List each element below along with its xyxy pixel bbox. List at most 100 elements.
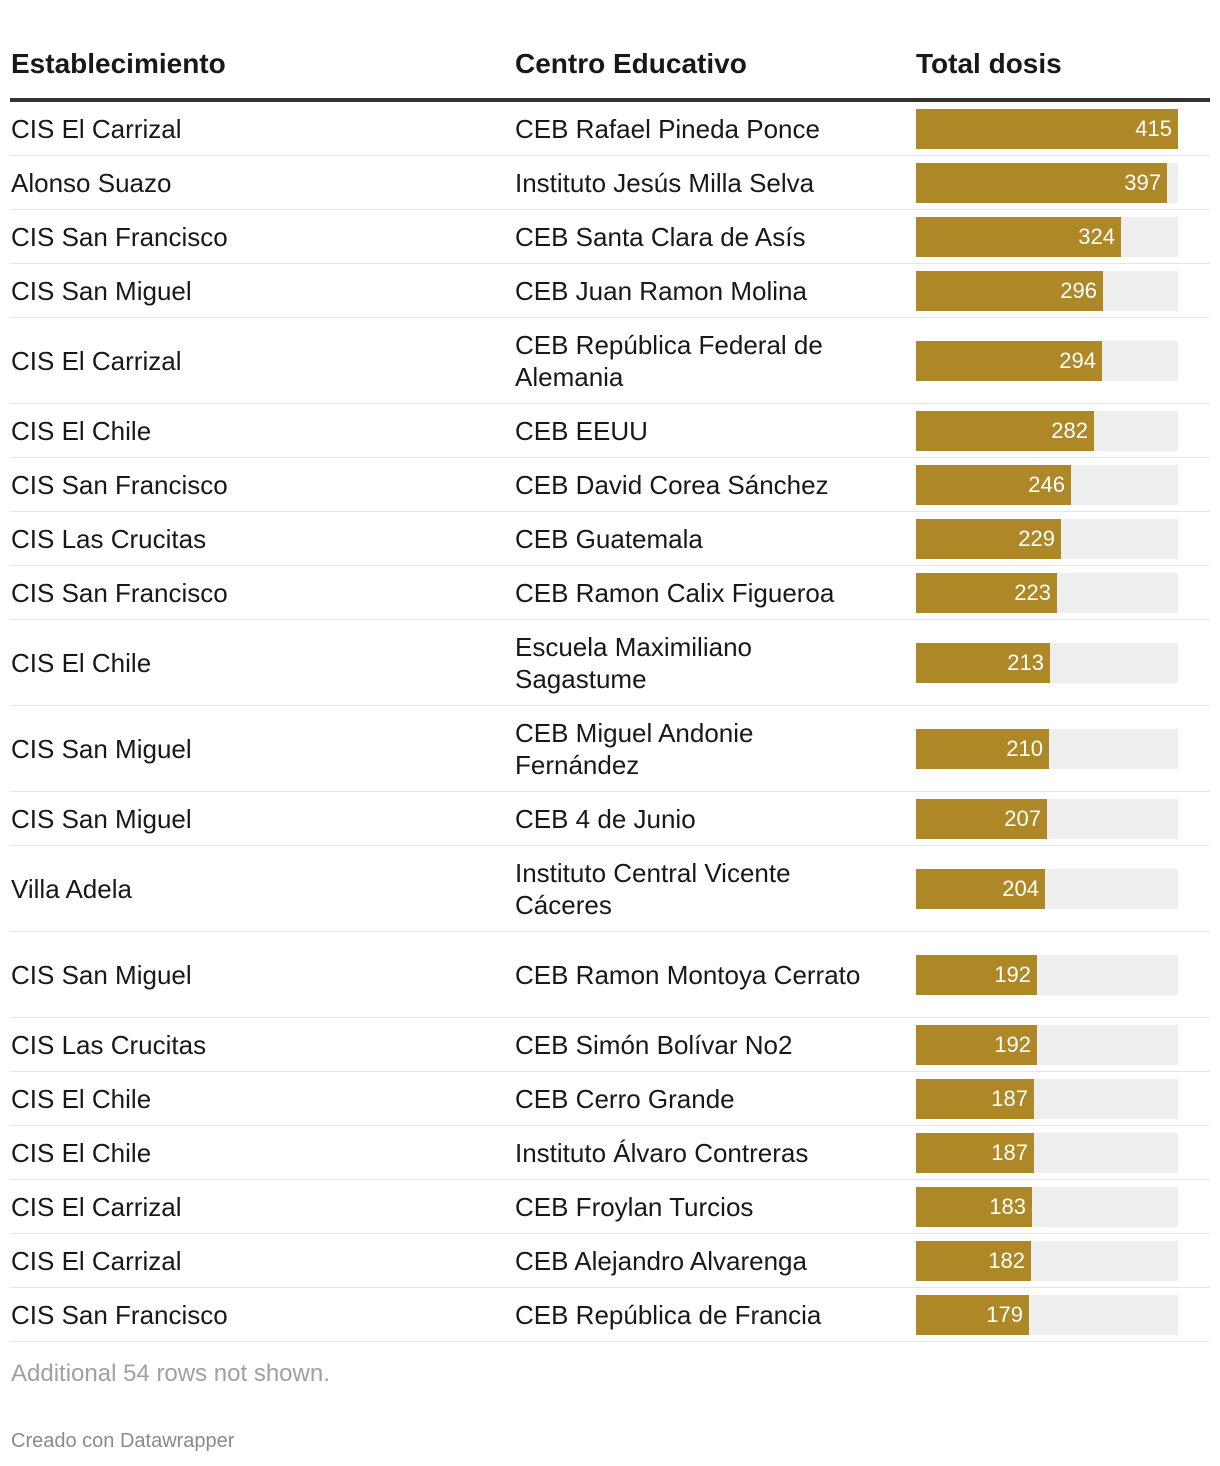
bar-fill: 192 (916, 954, 1037, 995)
bar-fill: 294 (916, 340, 1102, 381)
cell-centro: Instituto Central Vicente Cáceres (515, 857, 791, 920)
bar-fill: 415 (916, 108, 1178, 149)
cell-establecimiento: CIS El Chile (11, 415, 152, 446)
bar-fill: 213 (916, 642, 1050, 683)
table-row: CIS San Miguel CEB Ramon Montoya Cerrato 1… (10, 932, 1210, 1018)
cell-establecimiento: Villa Adela (11, 873, 132, 904)
bar-fill: 204 (916, 868, 1045, 909)
table-row: CIS San Miguel CEB Juan Ramon Molina 296 (10, 264, 1210, 318)
cell-centro: Instituto Álvaro Contreras (515, 1137, 809, 1168)
cell-centro: CEB Santa Clara de Asís (515, 221, 806, 252)
cell-establecimiento: CIS El Carrizal (11, 113, 182, 144)
bar-track: 182 (916, 1240, 1178, 1281)
cell-dosis: 213 (916, 620, 1178, 705)
bar-value-label: 207 (1004, 805, 1041, 831)
cell-dosis: 229 (916, 512, 1178, 565)
bar-fill: 229 (916, 518, 1061, 559)
table-row: CIS Las Crucitas CEB Simón Bolívar No2 192 (10, 1018, 1210, 1072)
table-body: CIS El Carrizal CEB Rafael Pineda Ponce 41… (10, 102, 1210, 1342)
bar-fill: 296 (916, 270, 1103, 311)
bar-value-label: 246 (1028, 471, 1065, 497)
cell-establecimiento: CIS Las Crucitas (11, 1029, 207, 1060)
bar-track: 397 (916, 162, 1178, 203)
table-row: Villa Adela Instituto Central Vicente Các… (10, 846, 1210, 932)
table-row: CIS El Chile CEB EEUU 282 (10, 404, 1210, 458)
rows-not-shown-note: Additional 54 rows not shown. (11, 1360, 330, 1387)
bar-value-label: 415 (1135, 115, 1172, 141)
bar-value-label: 229 (1018, 525, 1055, 551)
cell-dosis: 187 (916, 1126, 1178, 1179)
cell-dosis: 246 (916, 458, 1178, 511)
cell-dosis: 210 (916, 706, 1178, 791)
cell-establecimiento: CIS El Chile (11, 647, 152, 678)
cell-dosis: 294 (916, 318, 1178, 403)
cell-centro: CEB EEUU (515, 415, 648, 446)
table-row: CIS El Chile Escuela Maximiliano Sagastum… (10, 620, 1210, 706)
bar-fill: 179 (916, 1294, 1029, 1335)
bar-fill: 282 (916, 410, 1094, 451)
cell-dosis: 183 (916, 1180, 1178, 1233)
table-row: CIS El Chile CEB Cerro Grande 187 (10, 1072, 1210, 1126)
bar-track: 223 (916, 572, 1178, 613)
table-row: CIS San Miguel CEB 4 de Junio 207 (10, 792, 1210, 846)
bar-value-label: 182 (988, 1247, 1025, 1273)
bar-fill: 207 (916, 798, 1047, 839)
column-header-dosis[interactable]: Total dosis (916, 48, 1062, 79)
table-row: CIS San Francisco CEB Ramon Calix Figuero… (10, 566, 1210, 620)
cell-centro: CEB Rafael Pineda Ponce (515, 113, 820, 144)
bar-value-label: 210 (1006, 735, 1043, 761)
bar-value-label: 204 (1002, 875, 1039, 901)
cell-dosis: 415 (916, 102, 1178, 155)
bar-track: 207 (916, 798, 1178, 839)
cell-establecimiento: CIS El Carrizal (11, 1245, 182, 1276)
bar-value-label: 397 (1124, 169, 1161, 195)
bar-value-label: 223 (1014, 579, 1051, 605)
bar-track: 179 (916, 1294, 1178, 1335)
cell-dosis: 324 (916, 210, 1178, 263)
bar-track: 204 (916, 868, 1178, 909)
cell-centro: CEB República de Francia (515, 1299, 822, 1330)
bar-value-label: 187 (991, 1085, 1028, 1111)
bar-track: 192 (916, 1024, 1178, 1065)
cell-establecimiento: CIS San Miguel (11, 275, 192, 306)
bar-fill: 187 (916, 1078, 1034, 1119)
bar-track: 229 (916, 518, 1178, 559)
column-header-centro[interactable]: Centro Educativo (515, 48, 747, 79)
bar-value-label: 187 (991, 1139, 1028, 1165)
datawrapper-credit[interactable]: Creado con Datawrapper (11, 1430, 235, 1452)
cell-centro: CEB Alejandro Alvarenga (515, 1245, 807, 1276)
bar-value-label: 294 (1059, 347, 1096, 373)
cell-establecimiento: CIS El Carrizal (11, 345, 182, 376)
bar-value-label: 192 (994, 1031, 1031, 1057)
cell-centro: CEB Juan Ramon Molina (515, 275, 807, 306)
bar-value-label: 296 (1060, 277, 1097, 303)
bar-track: 192 (916, 954, 1178, 995)
cell-centro: CEB 4 de Junio (515, 803, 696, 834)
bar-track: 296 (916, 270, 1178, 311)
bar-fill: 324 (916, 216, 1121, 257)
cell-establecimiento: CIS El Chile (11, 1137, 152, 1168)
table-row: CIS El Carrizal CEB Alejandro Alvarenga 18… (10, 1234, 1210, 1288)
cell-establecimiento: CIS San Miguel (11, 733, 192, 764)
table-header: Establecimiento Centro Educativo Total d… (10, 0, 1210, 102)
bar-track: 246 (916, 464, 1178, 505)
column-header-establecimiento[interactable]: Establecimiento (11, 48, 226, 79)
bar-track: 183 (916, 1186, 1178, 1227)
cell-establecimiento: CIS San Miguel (11, 803, 192, 834)
bar-track: 187 (916, 1132, 1178, 1173)
bar-fill: 182 (916, 1240, 1031, 1281)
table-row: CIS San Francisco CEB David Corea Sánchez… (10, 458, 1210, 512)
cell-centro: CEB República Federal de Alemania (515, 329, 823, 392)
cell-dosis: 296 (916, 264, 1178, 317)
bar-value-label: 213 (1007, 649, 1044, 675)
cell-centro: CEB Miguel Andonie Fernández (515, 717, 754, 780)
cell-establecimiento: CIS San Miguel (11, 959, 192, 990)
table-row: CIS San Francisco CEB Santa Clara de Asís… (10, 210, 1210, 264)
cell-establecimiento: CIS El Chile (11, 1083, 152, 1114)
bar-track: 415 (916, 108, 1178, 149)
cell-centro: CEB Froylan Turcios (515, 1191, 754, 1222)
table-row: CIS El Carrizal CEB Rafael Pineda Ponce 41… (10, 102, 1210, 156)
bar-track: 187 (916, 1078, 1178, 1119)
bar-value-label: 324 (1078, 223, 1115, 249)
cell-dosis: 179 (916, 1288, 1178, 1341)
